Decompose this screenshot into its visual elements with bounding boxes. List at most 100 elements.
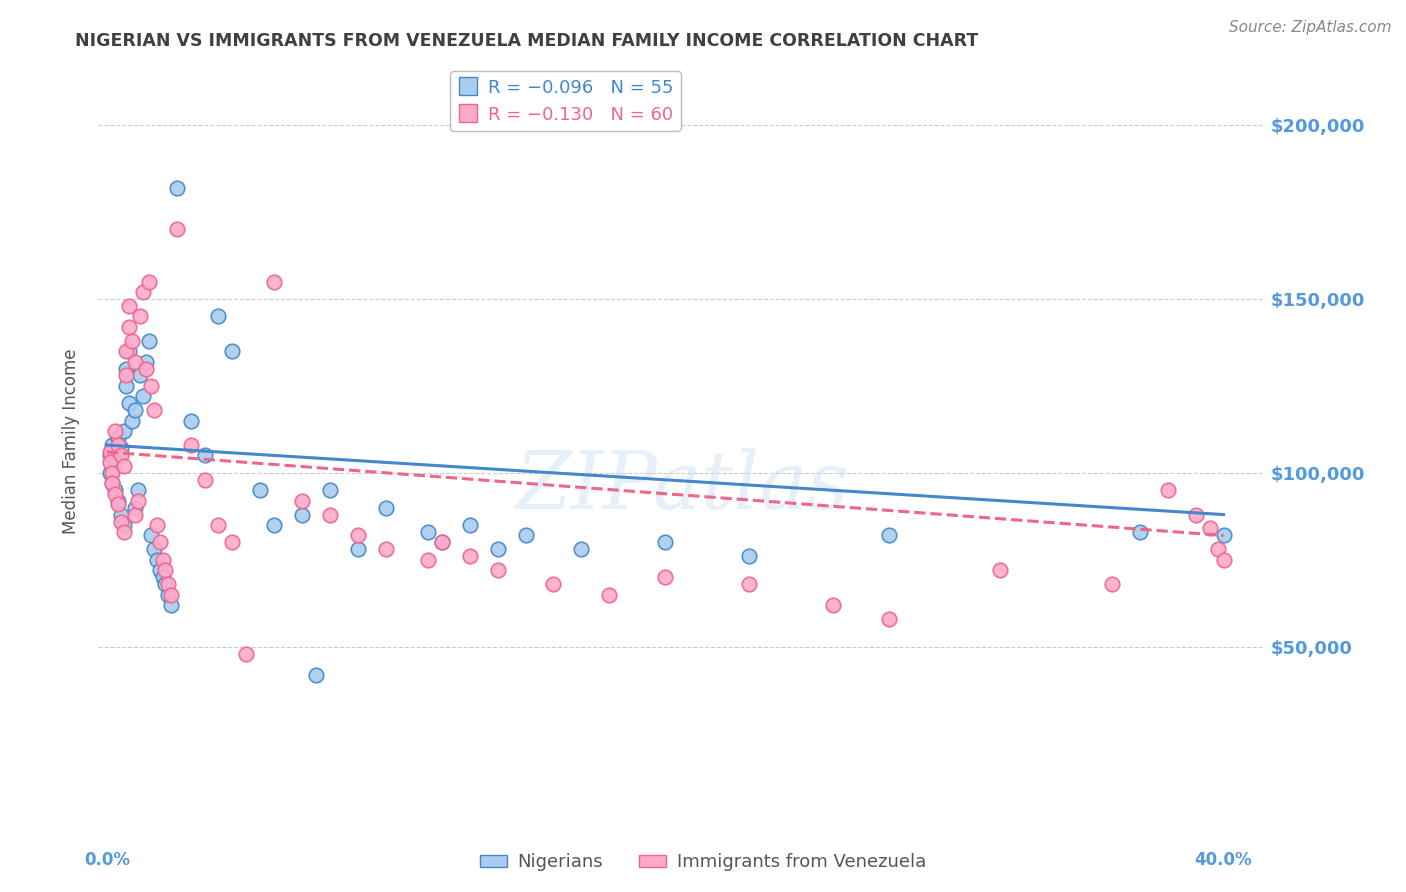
Point: [146, 518, 169, 533]
Point: [115, 368, 138, 383]
Point: [375, 542, 398, 557]
Point: [160, 598, 183, 612]
Y-axis label: Median Family Income: Median Family Income: [62, 349, 80, 534]
Point: [1198, 521, 1220, 535]
Point: [347, 528, 370, 542]
Point: [107, 497, 129, 511]
Point: [118, 319, 141, 334]
Point: [416, 524, 439, 539]
Point: [124, 403, 146, 417]
Point: [112, 458, 135, 473]
Point: [486, 542, 509, 557]
Point: [138, 334, 160, 348]
Point: [654, 570, 676, 584]
Text: 40.0%: 40.0%: [1195, 851, 1253, 869]
Point: [221, 344, 243, 359]
Point: [598, 588, 620, 602]
Point: [101, 438, 124, 452]
Point: [104, 455, 127, 469]
Point: [654, 535, 676, 549]
Point: [98, 445, 121, 459]
Point: [104, 424, 127, 438]
Point: [104, 486, 127, 500]
Point: [141, 379, 163, 393]
Point: [877, 528, 900, 542]
Legend: Nigerians, Immigrants from Venezuela: Nigerians, Immigrants from Venezuela: [472, 847, 934, 879]
Point: [112, 518, 135, 533]
Point: [319, 508, 342, 522]
Point: [129, 310, 152, 324]
Text: 0.0%: 0.0%: [84, 851, 129, 869]
Point: [1157, 483, 1180, 498]
Text: NIGERIAN VS IMMIGRANTS FROM VENEZUELA MEDIAN FAMILY INCOME CORRELATION CHART: NIGERIAN VS IMMIGRANTS FROM VENEZUELA ME…: [75, 32, 979, 50]
Point: [263, 275, 285, 289]
Point: [458, 549, 481, 564]
Point: [738, 549, 761, 564]
Point: [193, 473, 215, 487]
Point: [129, 368, 152, 383]
Point: [157, 577, 180, 591]
Point: [221, 535, 243, 549]
Point: [118, 396, 141, 410]
Point: [877, 612, 900, 626]
Point: [110, 442, 132, 456]
Point: [157, 588, 180, 602]
Point: [180, 414, 202, 428]
Point: [101, 466, 124, 480]
Point: [1206, 542, 1229, 557]
Point: [155, 577, 177, 591]
Point: [375, 500, 398, 515]
Point: [291, 508, 314, 522]
Point: [738, 577, 761, 591]
Text: Source: ZipAtlas.com: Source: ZipAtlas.com: [1229, 20, 1392, 35]
Point: [107, 493, 129, 508]
Point: [166, 222, 188, 236]
Point: [110, 449, 132, 463]
Point: [347, 542, 370, 557]
Point: [430, 535, 453, 549]
Point: [160, 588, 183, 602]
Point: [1212, 553, 1234, 567]
Point: [235, 647, 257, 661]
Point: [143, 542, 166, 557]
Point: [112, 424, 135, 438]
Point: [416, 553, 439, 567]
Point: [141, 528, 163, 542]
Point: [207, 518, 229, 533]
Point: [152, 553, 174, 567]
Point: [821, 598, 844, 612]
Point: [515, 528, 537, 542]
Point: [101, 476, 124, 491]
Point: [543, 577, 565, 591]
Point: [127, 493, 149, 508]
Point: [291, 493, 314, 508]
Point: [121, 334, 143, 348]
Point: [124, 500, 146, 515]
Text: ZIPatlas: ZIPatlas: [515, 449, 849, 525]
Point: [98, 466, 121, 480]
Point: [149, 535, 172, 549]
Point: [118, 344, 141, 359]
Point: [319, 483, 342, 498]
Point: [101, 476, 124, 491]
Point: [127, 483, 149, 498]
Point: [107, 438, 129, 452]
Point: [143, 403, 166, 417]
Point: [1184, 508, 1206, 522]
Point: [207, 310, 229, 324]
Point: [180, 438, 202, 452]
Point: [107, 431, 129, 445]
Point: [1129, 524, 1152, 539]
Point: [149, 563, 172, 577]
Legend: R = −0.096   N = 55, R = −0.130   N = 60: R = −0.096 N = 55, R = −0.130 N = 60: [450, 71, 681, 131]
Point: [988, 563, 1011, 577]
Point: [263, 518, 285, 533]
Point: [121, 414, 143, 428]
Point: [135, 354, 157, 368]
Point: [1101, 577, 1123, 591]
Point: [146, 553, 169, 567]
Point: [138, 275, 160, 289]
Point: [305, 667, 328, 681]
Point: [124, 508, 146, 522]
Point: [249, 483, 271, 498]
